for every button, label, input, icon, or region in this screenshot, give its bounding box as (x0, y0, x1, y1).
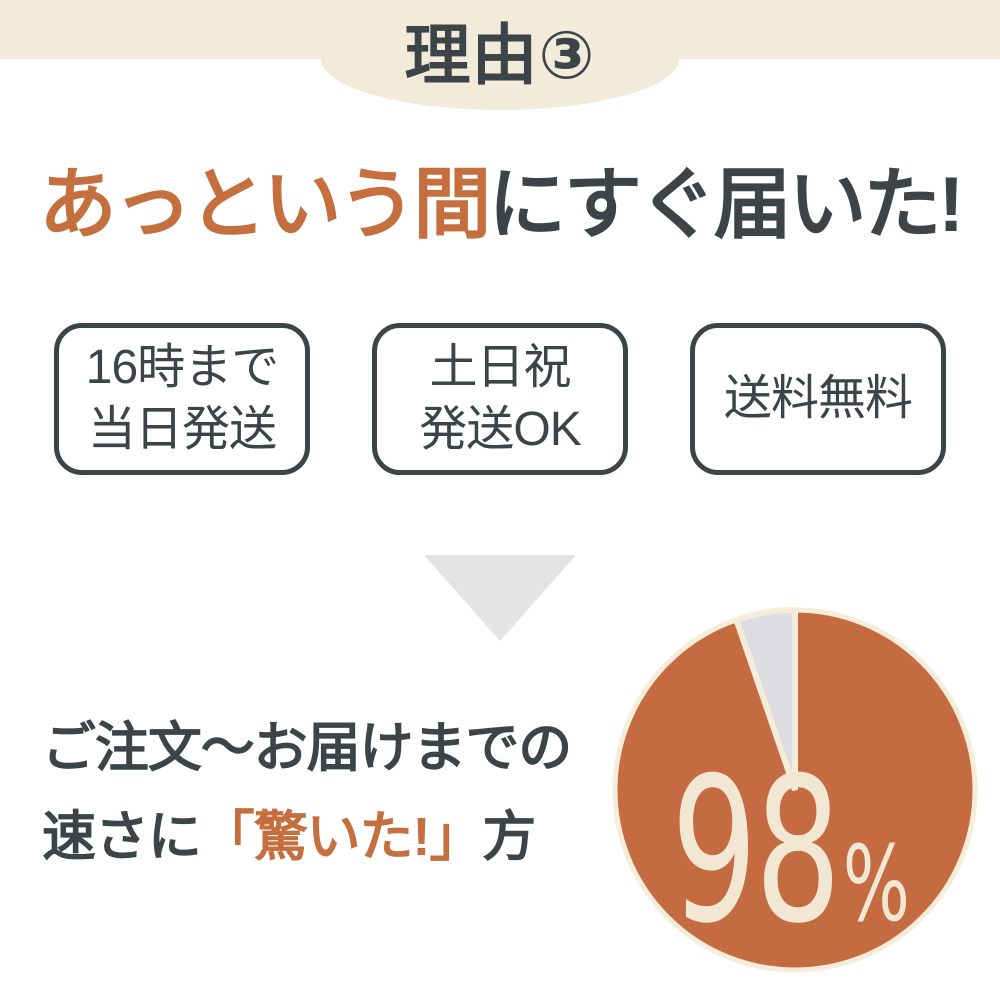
headline: あっという間にすぐ届いた! (0, 160, 1000, 250)
pie-unit: % (842, 823, 910, 945)
badge-weekend-shipping: 土日祝 発送OK (372, 323, 628, 475)
badge-line: 送料無料 (723, 371, 913, 425)
pie-chart-svg (612, 606, 978, 973)
pie-value-label: 98 % (671, 752, 910, 952)
badge-line: 16時まで (85, 340, 280, 394)
header-band-bump (321, 8, 679, 110)
pie-chart: 98 % (605, 600, 985, 980)
pie-slice-remainder (732, 606, 798, 791)
section-title: 理由③ (404, 18, 596, 92)
pie-value: 98 (671, 735, 841, 968)
caption-line2-suffix: 方 (482, 806, 536, 867)
caption-line2-prefix: 速さに (42, 806, 202, 867)
headline-highlight: あっという間 (38, 160, 491, 248)
caption-line2: 速さに「驚いた!」方 (42, 793, 602, 882)
badge-free-shipping: 送料無料 (690, 323, 946, 475)
badges-row: 16時まで 当日発送 土日祝 発送OK 送料無料 (0, 323, 1000, 475)
badge-same-day-shipping: 16時まで 当日発送 (54, 323, 310, 475)
down-triangle-icon (424, 555, 576, 641)
badge-line: 土日祝 (429, 340, 571, 394)
headline-rest: にすぐ届いた! (488, 160, 964, 248)
badge-line: 当日発送 (87, 403, 277, 456)
caption-line1: ご注文〜お届けまでの (42, 718, 572, 778)
caption: ご注文〜お届けまでの 速さに「驚いた!」方 (42, 704, 602, 881)
caption-line2-highlight: 「驚いた!」 (200, 806, 484, 867)
badge-line: 発送OK (419, 403, 581, 456)
